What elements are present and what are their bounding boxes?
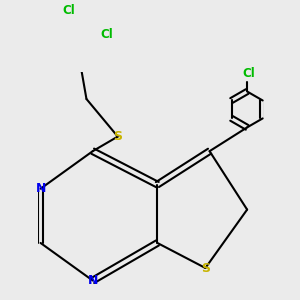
- Text: Cl: Cl: [242, 67, 255, 80]
- Text: N: N: [88, 274, 98, 287]
- Text: Cl: Cl: [101, 28, 114, 40]
- Text: S: S: [113, 130, 122, 143]
- Text: N: N: [35, 182, 46, 195]
- Text: Cl: Cl: [62, 4, 75, 17]
- Text: S: S: [201, 262, 210, 275]
